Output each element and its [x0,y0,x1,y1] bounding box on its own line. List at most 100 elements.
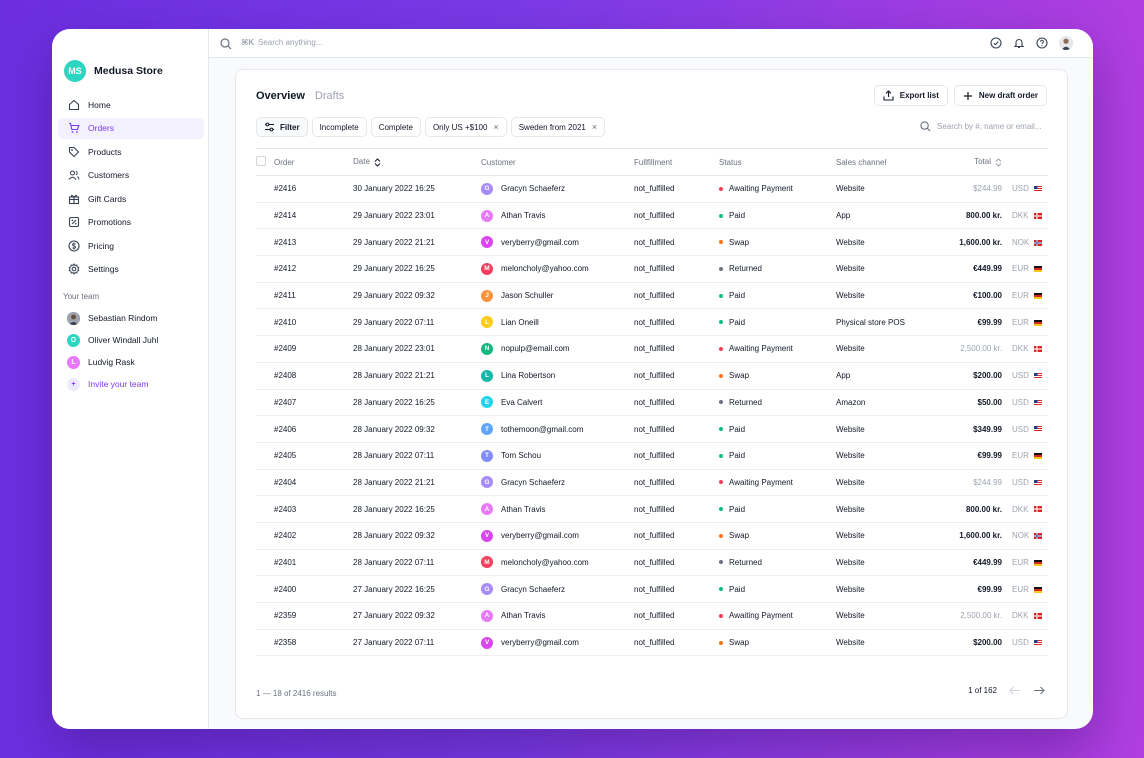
user-avatar[interactable] [1059,36,1073,50]
status-cell: Swap [719,362,836,390]
avatar: V [481,529,493,542]
order-currency: EUR [1002,575,1034,603]
table-row[interactable]: #2403 28 January 2022 16:25 A Athan Travis n… [256,495,1048,523]
order-currency: DKK [1002,602,1034,630]
avatar: M [481,262,493,275]
table-row[interactable]: #2407 28 January 2022 16:25 E Eva Calvert no… [256,389,1048,417]
table-row[interactable]: #2416 30 January 2022 16:25 G Gracyn Schaef… [256,175,1048,203]
sidebar-item-promotions[interactable]: Promotions [58,212,204,233]
sidebar-item-settings[interactable]: Settings [58,259,204,280]
order-total: 800.00 kr. [940,495,1002,523]
column-currency [1002,148,1034,176]
avatar: L [67,355,80,369]
filter-chip-only-us[interactable]: Only US +$100 × [424,117,507,137]
bell-icon[interactable] [1013,37,1025,49]
customer-cell: L Lian Oneill [481,308,634,337]
status-cell: Awaiting Payment [719,602,836,630]
flag-cell [1034,308,1048,337]
sidebar-item-label: Home [88,99,111,110]
order-currency: EUR [1002,282,1034,310]
status-badge: Returned [729,264,762,274]
customer-name: Lina Robertson [501,371,556,381]
table-row[interactable]: #2410 29 January 2022 07:11 L Lian Oneill no… [256,308,1048,337]
table-search-input[interactable]: Search by #, name or email... [937,122,1042,131]
sidebar-item-label: Promotions [88,217,131,227]
select-all-checkbox[interactable] [256,156,266,166]
help-icon[interactable] [1036,37,1048,49]
filter-chip-complete[interactable]: Complete [370,117,421,137]
flag-cell [1034,549,1048,577]
customer-cell: T Tom Schou [481,442,634,470]
team-member[interactable]: L Ludvig Rask [58,351,204,373]
new-draft-order-button[interactable]: New draft order [953,85,1047,106]
filter-button[interactable]: Filter [256,117,308,137]
order-currency: USD [1002,415,1034,443]
customer-name: meloncholy@yahoo.com [501,557,589,567]
sales-channel: Website [836,629,940,657]
order-number: #2358 [274,629,353,657]
sidebar-item-customers[interactable]: Customers [58,165,204,186]
invite-team-button[interactable]: + Invite your team [58,373,204,395]
order-currency: EUR [1002,308,1034,337]
sidebar-item-orders[interactable]: Orders [58,117,204,139]
export-list-button[interactable]: Export list [873,85,948,106]
column-status: Status [719,148,836,176]
order-total: €449.99 [940,255,1002,283]
column-total[interactable]: Total [940,148,1002,176]
order-date: 28 January 2022 16:25 [353,389,481,417]
table-row[interactable]: #2359 27 January 2022 09:32 A Athan Travis n… [256,602,1048,630]
customer-cell: G Gracyn Schaeferz [481,175,634,203]
customer-cell: A Athan Travis [481,495,634,523]
status-dot [719,213,723,218]
order-number: #2359 [274,602,353,630]
team-member[interactable]: O Oliver Windall Juhl [58,329,204,351]
filter-chip-sweden[interactable]: Sweden from 2021 × [510,117,606,137]
arrow-left-icon[interactable] [1009,686,1021,695]
close-icon[interactable]: × [591,122,598,132]
column-date[interactable]: Date [353,148,481,176]
store-switcher[interactable]: MS Medusa Store [64,60,163,82]
status-badge: Awaiting Payment [729,344,793,354]
table-row[interactable]: #2414 29 January 2022 23:01 A Athan Travis n… [256,202,1048,230]
status-badge: Swap [729,237,750,247]
tab-drafts[interactable]: Drafts [314,90,345,102]
fulfillment-status: not_fulfilled [634,228,719,257]
search-icon[interactable] [220,37,232,55]
tab-overview[interactable]: Overview [256,90,305,102]
sidebar-item-products[interactable]: Products [58,141,204,162]
table-row[interactable]: #2400 27 January 2022 16:25 G Gracyn Schaef… [256,575,1048,603]
table-row[interactable]: #2404 28 January 2022 21:21 G Gracyn Schaef… [256,469,1048,497]
filter-chip-incomplete[interactable]: Incomplete [311,117,367,137]
sidebar-item-pricing[interactable]: Pricing [58,235,204,256]
sales-channel: Amazon [836,389,940,417]
table-search[interactable]: Search by #, name or email... [920,121,1047,132]
global-search-input[interactable]: Search anything... [258,38,323,47]
team-member[interactable]: Sebastian Rindom [58,307,204,329]
status-cell: Paid [719,442,836,470]
status-cell: Awaiting Payment [719,469,836,497]
sidebar-item-gift-cards[interactable]: Gift Cards [58,188,204,209]
us-flag-icon [1034,399,1042,406]
sidebar-item-home[interactable]: Home [58,94,204,115]
customer-name: veryberry@gmail.com [501,531,579,541]
table-row[interactable]: #2411 29 January 2022 09:32 J Jason Schulle… [256,282,1048,310]
table-row[interactable]: #2408 28 January 2022 21:21 L Lina Robertso… [256,362,1048,390]
status-dot [719,266,723,271]
arrow-right-icon[interactable] [1033,686,1045,695]
close-icon[interactable]: × [493,122,499,132]
check-circle-icon[interactable] [990,37,1002,49]
table-row[interactable]: #2405 28 January 2022 07:11 T Tom Schou not_… [256,442,1048,470]
sort-icon [995,157,1002,167]
customer-cell: L Lina Robertson [481,362,634,390]
fulfillment-status: not_fulfilled [634,255,719,283]
sidebar: MS Medusa Store Home Orders Products Custom… [52,29,209,729]
status-dot [719,240,723,245]
